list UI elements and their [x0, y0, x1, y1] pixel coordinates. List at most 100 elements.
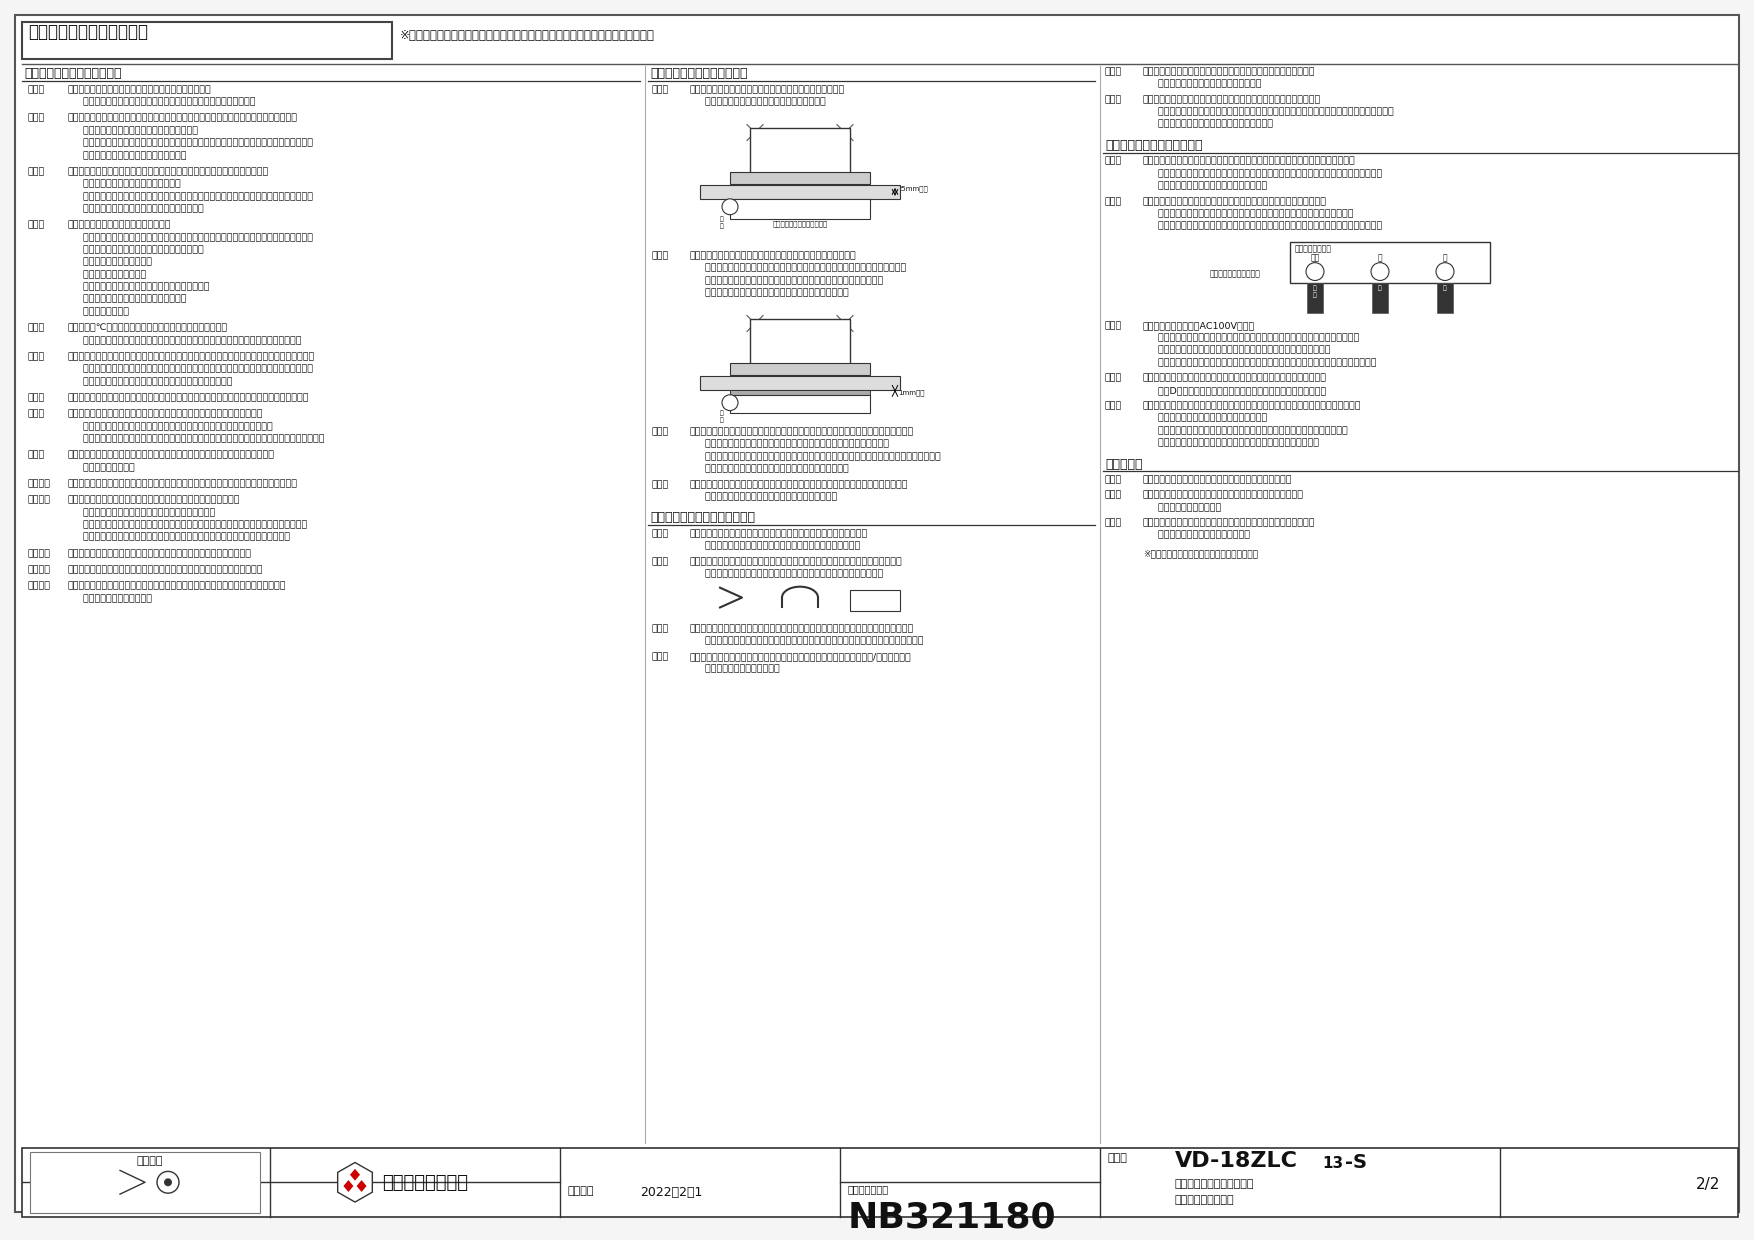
- Bar: [1437, 284, 1452, 314]
- Text: 据付け前には、必ず排気ダクト、ダクト用システム部材に異常（排気ダクトのつぶれ、: 据付け前には、必ず排気ダクト、ダクト用システム部材に異常（排気ダクトのつぶれ、: [689, 624, 914, 634]
- Text: ご使用の際はあらかじめご確認ください。: ご使用の際はあらかじめご確認ください。: [1144, 181, 1266, 191]
- Text: 電源電線にタグをつける: 電源電線にタグをつける: [1210, 269, 1261, 279]
- Bar: [700, 185, 900, 198]
- Text: 外風の影響を強く受ける場所には排気口を据付けないでください。: 外風の影響を強く受ける場所には排気口を据付けないでください。: [1144, 67, 1316, 77]
- Text: -S: -S: [1345, 1153, 1366, 1172]
- Text: 天井面とグリルの間にすき間が生じる原因となります。: 天井面とグリルの間にすき間が生じる原因となります。: [689, 289, 849, 298]
- Text: 部品破損による落下の原因となります。: 部品破損による落下の原因となります。: [68, 151, 186, 160]
- Text: 製品を据付けてください。: 製品を据付けてください。: [68, 594, 153, 603]
- Circle shape: [1307, 263, 1324, 280]
- Bar: [1372, 284, 1387, 314]
- Text: 天井面とグリルの間にすき間が生じる原因となります。: 天井面とグリルの間にすき間が生じる原因となります。: [689, 465, 849, 474]
- Text: 弱: 弱: [1444, 285, 1447, 291]
- Text: ４．電気工事に関するご注意: ４．電気工事に関するご注意: [1105, 139, 1203, 153]
- Circle shape: [1372, 263, 1389, 280]
- Text: 天井面と本体フランジとの間にパッキンをご使用になる場合は、: 天井面と本体フランジとの間にパッキンをご使用になる場合は、: [689, 252, 856, 260]
- Text: 早期故障（部品の変形、モーターの故障（動作停止・異常音））の原因となります。: 早期故障（部品の変形、モーターの故障（動作停止・異常音））の原因となります。: [68, 336, 302, 345]
- Text: （２）: （２）: [652, 557, 670, 565]
- Text: ほこり詰まりなど）がないかご確認ください。風量低下や異常音の原因となります。: ほこり詰まりなど）がないかご確認ください。風量低下や異常音の原因となります。: [689, 636, 924, 646]
- Bar: [751, 319, 851, 378]
- Text: （１０）: （１０）: [28, 480, 51, 489]
- Text: （６）: （６）: [1105, 95, 1123, 104]
- Text: （２）: （２）: [1105, 491, 1123, 500]
- Text: 形　名: 形 名: [1109, 1153, 1128, 1163]
- Text: グリル: グリル: [793, 201, 807, 210]
- Text: ダクト接続口に力が加わらないよう、ダクトは必ず吊ってください。: ダクト接続口に力が加わらないよう、ダクトは必ず吊ってください。: [689, 529, 868, 538]
- Text: ダクト用換気扇　低騒音形: ダクト用換気扇 低騒音形: [1175, 1179, 1254, 1189]
- Text: サービス費用（交換部品代含む）は当社の負担となりませんので、: サービス費用（交換部品代含む）は当社の負担となりませんので、: [1144, 346, 1331, 355]
- Bar: [730, 363, 870, 374]
- Text: 落下、振動、異常音、動作異常の原因となります。: 落下、振動、異常音、動作異常の原因となります。: [689, 492, 837, 501]
- Text: 高温（４０℃以上）になる場所には据付けないでください。: 高温（４０℃以上）になる場所には据付けないでください。: [68, 324, 228, 332]
- Text: 野縁を組立てる際は、あらかじめ据付説明書の野縁指定寸法（野縁高さ、埋込寸法）を: 野縁を組立てる際は、あらかじめ据付説明書の野縁指定寸法（野縁高さ、埋込寸法）を: [689, 428, 914, 436]
- Text: 天吊金具をご使用になる場合、製品の着脱には天井裏での作業が必要です。: 天吊金具をご使用になる場合、製品の着脱には天井裏での作業が必要です。: [68, 409, 263, 419]
- Text: 1mm以下: 1mm以下: [898, 389, 924, 397]
- Text: シャッターの閉じる音が聞こえる場合があります。: シャッターの閉じる音が聞こえる場合があります。: [68, 508, 216, 517]
- Text: ・有機溶剤を使用する場所: ・有機溶剤を使用する場所: [68, 258, 153, 267]
- Text: （５）: （５）: [28, 324, 46, 332]
- Text: 拡
大: 拡 大: [721, 217, 724, 228]
- Text: なお、強制切替を行わない結線では、複数台運転も可能です。: なお、強制切替を行わない結線では、複数台運転も可能です。: [1144, 438, 1319, 448]
- Text: （５）: （５）: [1105, 402, 1123, 410]
- Text: （１２）: （１２）: [28, 549, 51, 558]
- Text: １．据付場所に関するご注意: １．据付場所に関するご注意: [25, 67, 121, 81]
- Text: それ以外の用途には使用しないでください。: それ以外の用途には使用しないでください。: [68, 126, 198, 135]
- Text: （１）: （１）: [652, 86, 670, 94]
- Text: （１４）: （１４）: [28, 582, 51, 590]
- Text: 強: 強: [1379, 285, 1382, 291]
- Text: 設計・据付に関するご注意: 設計・据付に関するご注意: [28, 22, 147, 41]
- Text: （３）: （３）: [652, 428, 670, 436]
- Text: 共
通: 共 通: [1314, 285, 1317, 298]
- Text: 換気風量が不足するおそれがあります。: 換気風量が不足するおそれがあります。: [1144, 79, 1261, 88]
- Text: 早期故障（部品の破損、モーターの故障（動作停止・異常音））や火災、漏電（感電）、: 早期故障（部品の破損、モーターの故障（動作停止・異常音））や火災、漏電（感電）、: [68, 192, 312, 201]
- Text: この製品は、浴室・トイレ・洗面所・居間・事務所・店舗の天井面に据付けてください。: この製品は、浴室・トイレ・洗面所・居間・事務所・店舗の天井面に据付けてください。: [68, 114, 298, 123]
- Text: 天吊金具をご使用になる場合、天吊金具は正しい位置、据付本数でご使用ください。: 天吊金具をご使用になる場合、天吊金具は正しい位置、据付本数でご使用ください。: [689, 480, 909, 489]
- Text: シャッター開閉不良、本体からの風漏れの原因となります。: シャッター開閉不良、本体からの風漏れの原因となります。: [689, 542, 859, 551]
- Text: 対策品（リレー追加）につきましては、当社までお問い合わせください。: 対策品（リレー追加）につきましては、当社までお問い合わせください。: [1144, 425, 1347, 435]
- Text: グリルが天井材に密着しない場合があります。: グリルが天井材に密着しない場合があります。: [689, 98, 826, 107]
- Text: 以下の場所では使用しないでください。: 以下の場所では使用しないでください。: [68, 221, 172, 229]
- Text: （６）: （６）: [28, 352, 46, 361]
- Text: 排気ガスが逆流し、一酸化炭素中毒を引き起こす原因となります。: 排気ガスが逆流し、一酸化炭素中毒を引き起こす原因となります。: [68, 98, 256, 107]
- Polygon shape: [351, 1169, 360, 1180]
- Text: オール金属タイプをお選びください。: オール金属タイプをお選びください。: [68, 180, 181, 188]
- Text: 補強板: 補強板: [793, 388, 807, 397]
- Text: グリルが変形する原因となります。: グリルが変形する原因となります。: [1144, 531, 1251, 539]
- Text: 補強板を入れる場合には、厚さが１㎜以下のものをご使用ください。: 補強板を入れる場合には、厚さが１㎜以下のものをご使用ください。: [689, 277, 884, 285]
- Text: ご確認の上、本体固定ねじを垂直に締付けられる寸法にしてください。: ご確認の上、本体固定ねじを垂直に締付けられる寸法にしてください。: [689, 440, 889, 449]
- Bar: [730, 389, 870, 394]
- Polygon shape: [339, 1162, 372, 1202]
- Text: ・海岸に近い場所: ・海岸に近い場所: [68, 308, 130, 316]
- Text: （２）: （２）: [652, 252, 670, 260]
- Text: （８）: （８）: [28, 409, 46, 419]
- Text: グリルをグリルの面積が広い出し帯域を積極的に守ってください。: グリルをグリルの面積が広い出し帯域を積極的に守ってください。: [1144, 518, 1316, 527]
- Bar: [730, 394, 870, 413]
- Text: 作成日付: 作成日付: [568, 1187, 595, 1197]
- Text: また、本体重量により天井がたわまないように、十分強度のある野縁に据付けてください。: また、本体重量により天井がたわまないように、十分強度のある野縁に据付けてください…: [689, 453, 940, 461]
- Text: （２）: （２）: [1105, 197, 1123, 206]
- Text: 必ずD種接地工事を行い、漏電ブレーカーを取付けてください。: 必ずD種接地工事を行い、漏電ブレーカーを取付けてください。: [1144, 386, 1326, 394]
- Text: 電源電圧よく確認（製品銘板、スイッチ側）をいつご確認の上、結線してください。: 電源電圧よく確認（製品銘板、スイッチ側）をいつご確認の上、結線してください。: [1144, 358, 1377, 367]
- Bar: [851, 590, 900, 611]
- Bar: [30, 1152, 260, 1213]
- Text: または雨水などの浸入を防ぐための深形フード、外風が強いところでは耐外風フードなどの: または雨水などの浸入を防ぐための深形フード、外風が強いところでは耐外風フードなど…: [1144, 108, 1394, 117]
- Text: （３）: （３）: [652, 624, 670, 634]
- Text: 天井材: 天井材: [793, 366, 807, 374]
- Text: 長年ご使用いただくために換気扇のメンテナンスが必要です。: 長年ご使用いただくために換気扇のメンテナンスが必要です。: [1144, 491, 1303, 500]
- Text: 電子式スイッチ（半導体制御による速調・温度・湿度・タイマースイッチなど）や: 電子式スイッチ（半導体制御による速調・温度・湿度・タイマースイッチなど）や: [1144, 156, 1356, 166]
- Text: 製品側・スイッチ側への電気結線を間違えるとモーターが故障します。: 製品側・スイッチ側への電気結線を間違えるとモーターが故障します。: [1144, 197, 1328, 206]
- Text: 13: 13: [1323, 1156, 1344, 1171]
- Text: 詳細は行政官庁または、消防署にお問い合わせください。: 詳細は行政官庁または、消防署にお問い合わせください。: [68, 377, 233, 386]
- Bar: [700, 376, 900, 389]
- Text: グリルを取りはずしやすくするため、グリル側面と部屋の壁面を１５０㎜以上離し、: グリルを取りはずしやすくするため、グリル側面と部屋の壁面を１５０㎜以上離し、: [68, 582, 286, 590]
- Text: 効果的な換気を行うために給気口を必ず設けてください。: 効果的な換気を行うために給気口を必ず設けてください。: [1144, 475, 1293, 485]
- Bar: [1307, 284, 1323, 314]
- Text: 異電圧印加（２００Ｖ印加など）を含む誤結線によるモーターの故障の場合、: 異電圧印加（２００Ｖ印加など）を含む誤結線によるモーターの故障の場合、: [1144, 334, 1359, 342]
- Text: 点検口がない場合の製品取替えなどで、天井などを壊す費用は、お客様のご負担となります。: 点検口がない場合の製品取替えなどで、天井などを壊す費用は、お客様のご負担となりま…: [68, 434, 324, 444]
- Text: （９）: （９）: [28, 450, 46, 460]
- Text: ダクト用システム部材を取付けてください。: ダクト用システム部材を取付けてください。: [1144, 120, 1273, 129]
- Bar: [730, 198, 870, 218]
- Text: （４）: （４）: [28, 221, 46, 229]
- Text: （３）: （３）: [28, 167, 46, 176]
- Text: 本体フランジ: 本体フランジ: [786, 397, 814, 405]
